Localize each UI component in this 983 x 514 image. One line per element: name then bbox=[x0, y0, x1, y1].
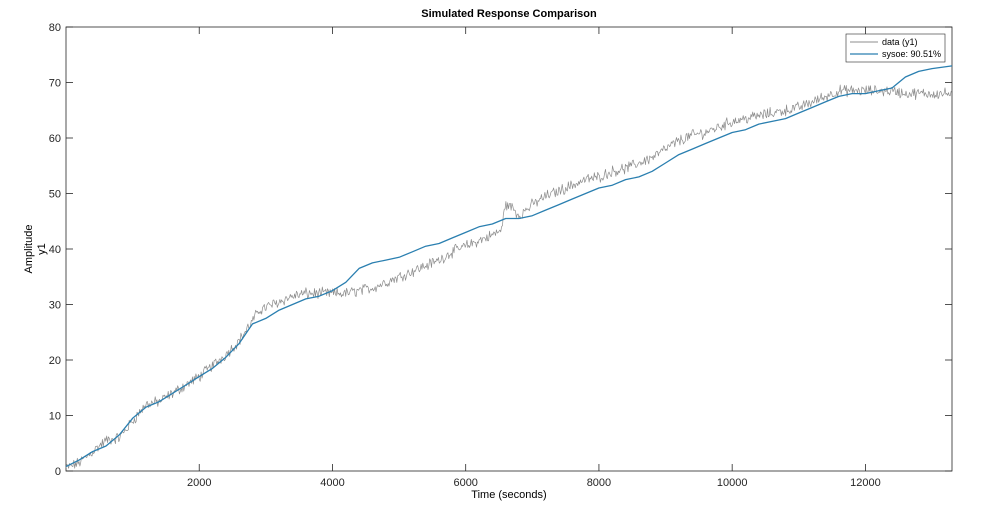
x-tick-label: 10000 bbox=[717, 477, 748, 489]
y-tick-label: 60 bbox=[49, 133, 61, 145]
x-axis: 2000 4000 6000 8000 10000 12000 bbox=[187, 27, 881, 489]
x-tick-label: 6000 bbox=[453, 477, 477, 489]
plot-frame bbox=[65, 26, 953, 472]
legend: data (y1) sysoe: 90.51% bbox=[845, 33, 946, 63]
chart-title: Simulated Response Comparison bbox=[421, 8, 597, 20]
y-axis: 0 10 20 30 40 50 60 70 80 bbox=[49, 22, 952, 478]
series-line-model bbox=[65, 65, 953, 468]
y-tick-label: 0 bbox=[55, 466, 61, 478]
series-line-data bbox=[65, 84, 953, 469]
y-tick-label: 40 bbox=[49, 244, 61, 256]
y-tick-label: 20 bbox=[49, 355, 61, 367]
y-tick-label: 70 bbox=[49, 78, 61, 90]
y-tick-label: 80 bbox=[49, 22, 61, 34]
x-tick-label: 8000 bbox=[587, 477, 611, 489]
series-layer bbox=[65, 65, 953, 469]
x-tick-label: 12000 bbox=[850, 477, 881, 489]
y-tick-label: 10 bbox=[49, 411, 61, 423]
legend-label-data: data (y1) bbox=[882, 37, 918, 47]
x-tick-label: 4000 bbox=[320, 477, 344, 489]
channel-label: y1 bbox=[36, 243, 48, 255]
y-tick-label: 50 bbox=[49, 189, 61, 201]
legend-label-model: sysoe: 90.51% bbox=[882, 49, 941, 59]
x-tick-label: 2000 bbox=[187, 477, 211, 489]
y-axis-label: Amplitude bbox=[23, 225, 35, 274]
plot-area: 2000 4000 6000 8000 10000 12000 0 10 20 30 40 50 60… bbox=[49, 22, 953, 489]
x-axis-label: Time (seconds) bbox=[471, 489, 546, 501]
y-tick-label: 30 bbox=[49, 300, 61, 312]
legend-box bbox=[845, 33, 946, 63]
